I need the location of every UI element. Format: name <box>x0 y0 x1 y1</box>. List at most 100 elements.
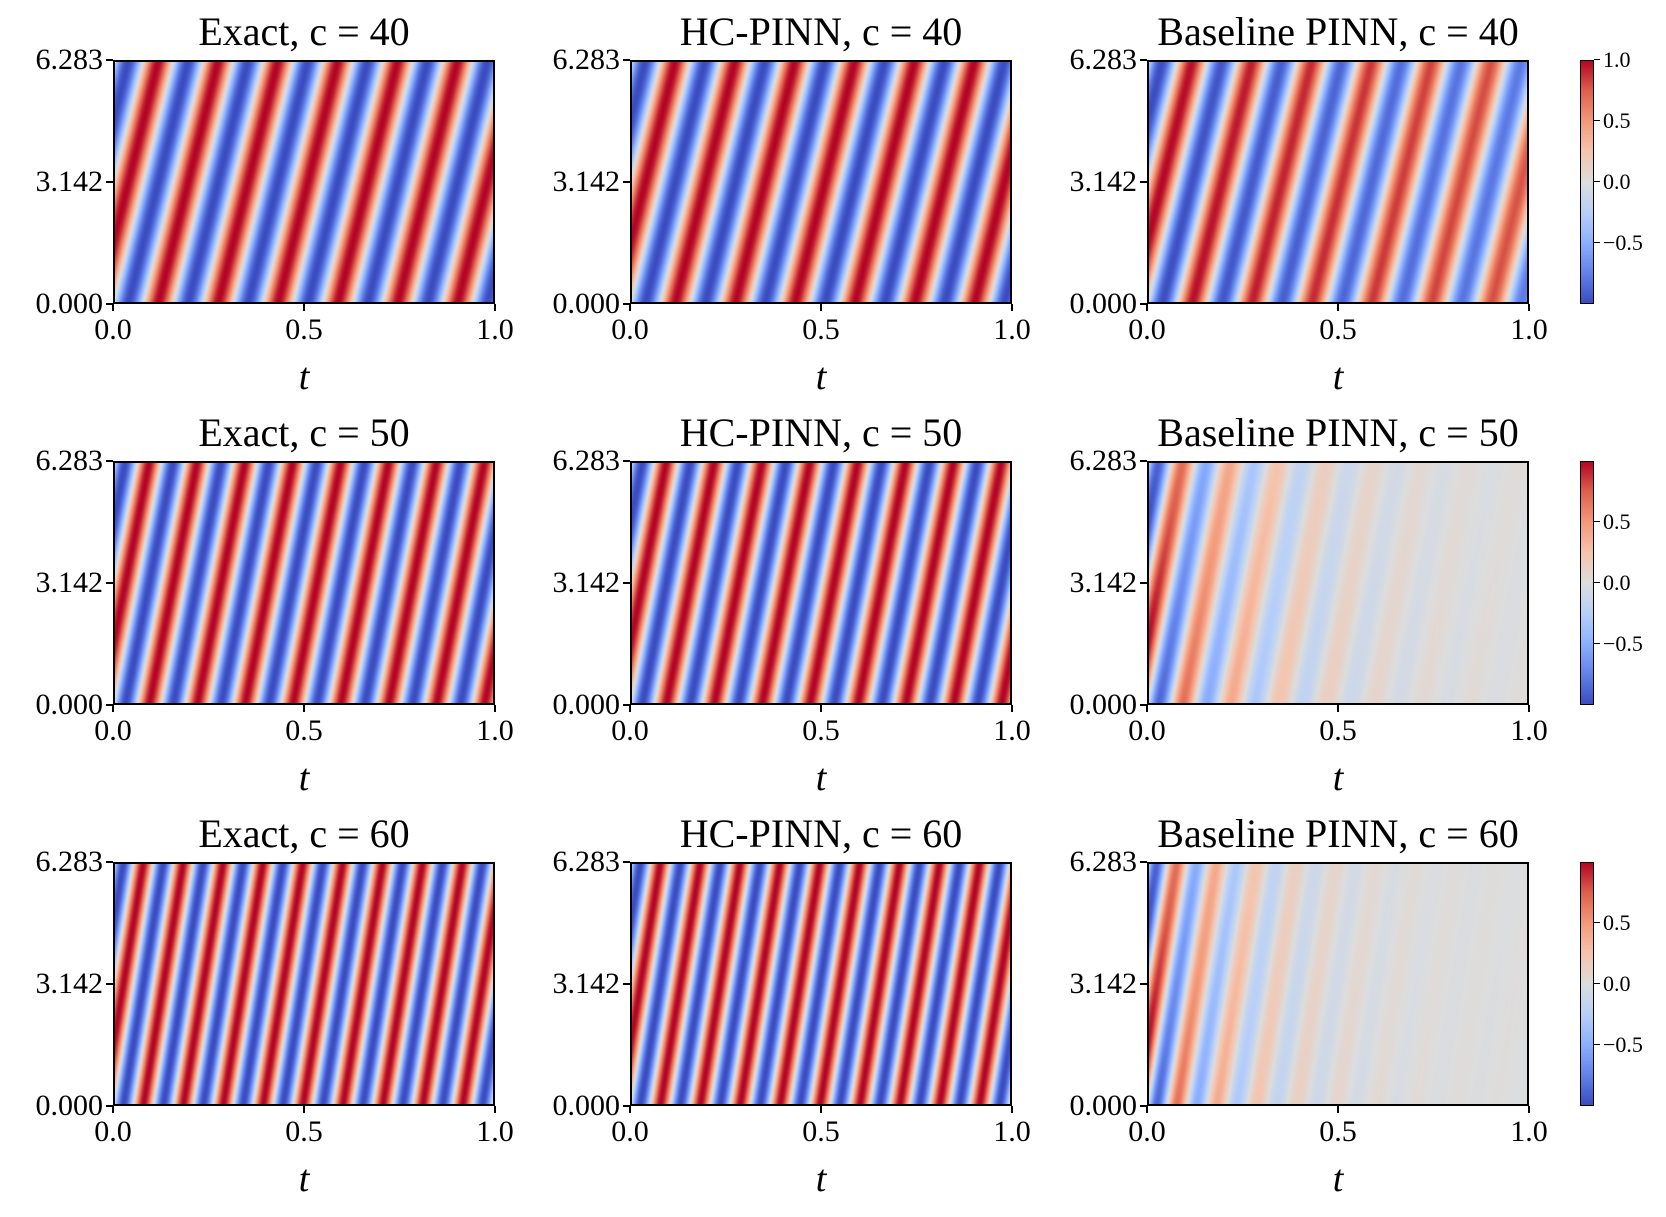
y-tick-label: 0.000 <box>552 1089 621 1122</box>
y-tick-label: 3.142 <box>1069 165 1138 198</box>
x-axis-label: t <box>815 1158 827 1200</box>
y-tick-mark <box>106 460 113 462</box>
x-tick-label: 0.5 <box>285 714 323 747</box>
y-tick-mark <box>623 1105 630 1107</box>
panel-title: Exact, c = 40 <box>198 9 410 54</box>
x-tick-label: 0.5 <box>1319 313 1357 346</box>
x-tick-label: 1.0 <box>993 714 1031 747</box>
x-tick-mark <box>820 705 822 712</box>
y-tick-mark <box>623 582 630 584</box>
y-tick-label: 6.283 <box>1069 845 1138 878</box>
x-tick-mark <box>629 1106 631 1113</box>
panel-title: HC-PINN, c = 60 <box>679 811 963 856</box>
y-tick-mark <box>1140 582 1147 584</box>
x-tick-label: 0.0 <box>1128 1115 1166 1148</box>
x-tick-mark <box>1011 1106 1013 1113</box>
x-tick-mark <box>303 1106 305 1113</box>
y-tick-mark <box>1140 983 1147 985</box>
y-tick-label: 6.283 <box>1069 43 1138 76</box>
x-tick-label: 1.0 <box>1510 1115 1548 1148</box>
x-tick-label: 0.0 <box>611 714 649 747</box>
y-tick-mark <box>1140 303 1147 305</box>
x-tick-mark <box>1337 705 1339 712</box>
heatmap-hc-c50 <box>630 461 1012 705</box>
x-tick-label: 0.0 <box>94 1115 132 1148</box>
x-tick-label: 0.0 <box>1128 714 1166 747</box>
x-tick-label: 1.0 <box>1510 313 1548 346</box>
x-tick-label: 0.5 <box>1319 714 1357 747</box>
y-tick-mark <box>106 983 113 985</box>
x-tick-mark <box>1011 705 1013 712</box>
x-tick-label: 1.0 <box>1510 714 1548 747</box>
y-tick-label: 3.142 <box>1069 967 1138 1000</box>
y-tick-mark <box>106 181 113 183</box>
y-tick-label: 6.283 <box>35 43 104 76</box>
colorbar-tick-mark <box>1594 643 1600 644</box>
heatmap-hc-c40 <box>630 60 1012 304</box>
heatmap-baseline-c50 <box>1147 461 1529 705</box>
y-tick-mark <box>1140 460 1147 462</box>
x-axis-label: t <box>815 356 827 398</box>
heatmap-hc-c60 <box>630 862 1012 1106</box>
colorbar-tick-label: −0.5 <box>1603 230 1643 255</box>
x-tick-mark <box>629 304 631 311</box>
colorbar-tick-mark <box>1594 1044 1600 1045</box>
x-tick-label: 0.5 <box>1319 1115 1357 1148</box>
colorbar-tick-mark <box>1594 922 1600 923</box>
x-tick-mark <box>629 705 631 712</box>
panel-title: Exact, c = 60 <box>198 811 410 856</box>
y-tick-mark <box>623 181 630 183</box>
x-tick-mark <box>1146 1106 1148 1113</box>
colorbar-c50 <box>1580 461 1594 705</box>
x-tick-mark <box>1011 304 1013 311</box>
y-tick-label: 0.000 <box>1069 688 1138 721</box>
colorbar-tick-mark <box>1594 120 1600 121</box>
panel-title: HC-PINN, c = 50 <box>679 410 963 455</box>
y-tick-mark <box>1140 861 1147 863</box>
y-tick-label: 0.000 <box>35 688 104 721</box>
colorbar-tick-label: 1.0 <box>1603 47 1631 72</box>
x-tick-mark <box>494 304 496 311</box>
y-tick-label: 6.283 <box>35 444 104 477</box>
x-tick-label: 1.0 <box>993 313 1031 346</box>
x-tick-mark <box>1337 1106 1339 1113</box>
x-tick-label: 0.5 <box>802 714 840 747</box>
y-tick-mark <box>1140 181 1147 183</box>
y-tick-mark <box>623 704 630 706</box>
x-axis-label: t <box>298 1158 310 1200</box>
y-tick-mark <box>106 303 113 305</box>
y-tick-label: 0.000 <box>35 1089 104 1122</box>
x-tick-mark <box>820 304 822 311</box>
y-tick-label: 0.000 <box>1069 287 1138 320</box>
panel-title: Baseline PINN, c = 40 <box>1157 9 1519 54</box>
y-tick-label: 3.142 <box>35 165 104 198</box>
y-tick-label: 6.283 <box>552 444 621 477</box>
x-tick-mark <box>303 705 305 712</box>
heatmap-exact-c50 <box>113 461 495 705</box>
y-tick-mark <box>1140 1105 1147 1107</box>
x-tick-label: 0.0 <box>1128 313 1166 346</box>
y-tick-label: 0.000 <box>552 287 621 320</box>
x-tick-label: 1.0 <box>476 313 514 346</box>
colorbar-tick-mark <box>1594 582 1600 583</box>
colorbar-tick-label: −0.5 <box>1603 1032 1643 1057</box>
x-tick-label: 0.5 <box>285 313 323 346</box>
panel-title: HC-PINN, c = 40 <box>679 9 963 54</box>
x-tick-label: 0.0 <box>611 313 649 346</box>
x-tick-label: 0.5 <box>802 1115 840 1148</box>
colorbar-tick-mark <box>1594 983 1600 984</box>
heatmap-baseline-c40 <box>1147 60 1529 304</box>
y-tick-mark <box>623 59 630 61</box>
x-tick-mark <box>112 1106 114 1113</box>
heatmap-baseline-c60 <box>1147 862 1529 1106</box>
x-tick-mark <box>820 1106 822 1113</box>
colorbar-c40 <box>1580 60 1594 304</box>
x-tick-label: 1.0 <box>476 1115 514 1148</box>
colorbar-tick-label: 0.0 <box>1603 971 1631 996</box>
y-tick-label: 6.283 <box>552 845 621 878</box>
x-tick-mark <box>1528 705 1530 712</box>
x-tick-mark <box>1146 304 1148 311</box>
x-axis-label: t <box>298 356 310 398</box>
panel-title: Exact, c = 50 <box>198 410 410 455</box>
